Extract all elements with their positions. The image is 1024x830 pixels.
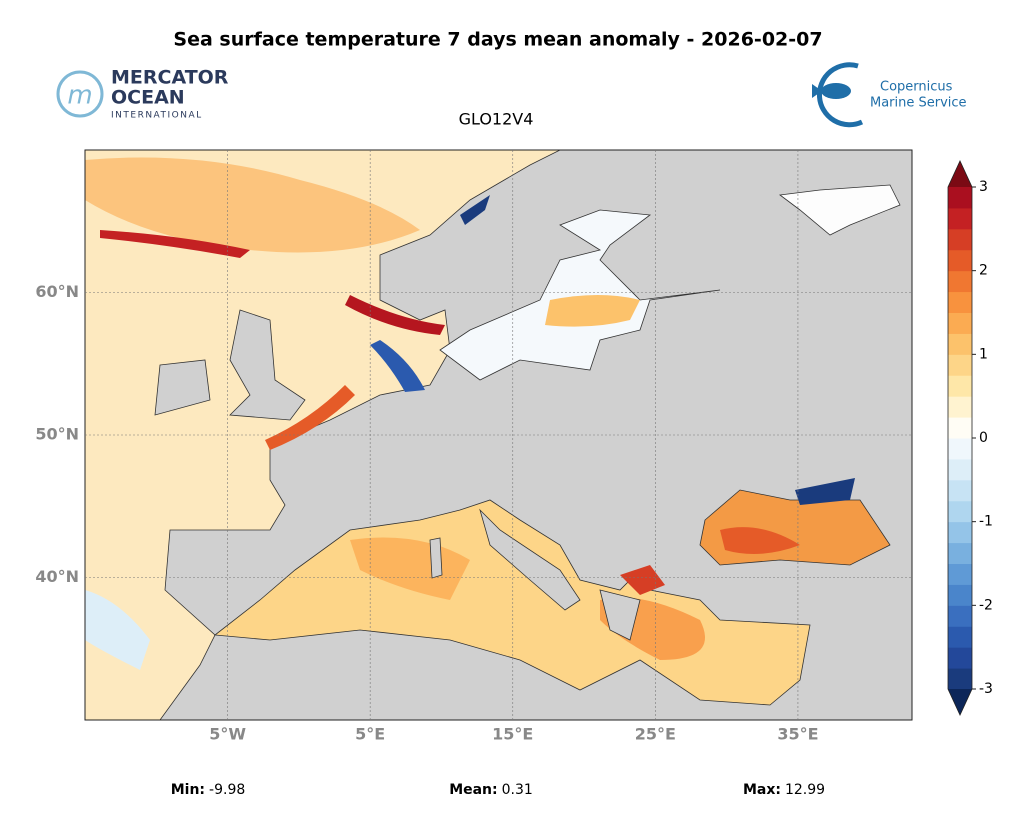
logo-text: Copernicus: [880, 80, 953, 95]
colorbar-tick-label: 2: [979, 263, 988, 279]
stat-value: 12.99: [785, 782, 825, 798]
y-tick-label: 50°N: [35, 425, 79, 444]
colorbar-tick-label: 1: [979, 346, 988, 362]
colorbar-band: [948, 605, 972, 627]
copernicus-logo: Copernicus Marine Service: [812, 62, 967, 128]
colorbar-band: [948, 542, 972, 564]
x-tick-label: 5°W: [209, 725, 246, 744]
mercator-logo: m MERCATOR OCEAN INTERNATIONAL: [56, 67, 229, 121]
anomaly-area: [545, 295, 640, 327]
anomaly-area: [620, 565, 665, 595]
colorbar-band: [948, 668, 972, 690]
colorbar-band: [948, 354, 972, 376]
colorbar-band: [948, 312, 972, 334]
anomaly-area: [795, 478, 855, 505]
colorbar-band: [948, 626, 972, 648]
subtitle: GLO12V4: [459, 110, 534, 129]
stat-label: Max:: [743, 782, 781, 798]
anomaly-area: [370, 340, 425, 392]
atlantic: [85, 150, 561, 720]
colorbar-band: [948, 479, 972, 502]
logo-text: Marine Service: [870, 96, 967, 111]
colorbar-tick-label: -1: [979, 514, 993, 530]
x-tick-label: 5°E: [355, 725, 385, 744]
colorbar-band: [948, 417, 972, 439]
title: Sea surface temperature 7 days mean anom…: [173, 29, 822, 51]
great-britain: [229, 309, 306, 421]
colorbar-band: [948, 228, 972, 251]
anomaly-area: [100, 230, 250, 258]
logo-text: OCEAN: [111, 87, 185, 109]
colorbar-tick-label: 0: [979, 430, 988, 446]
logo-ring: [817, 62, 864, 128]
x-tick-label: 15°E: [492, 725, 533, 744]
stat: Mean: 0.31: [449, 782, 533, 798]
anomaly-area: [85, 590, 150, 670]
colorbar-band: [948, 207, 972, 230]
colorbar-band: [948, 563, 972, 585]
x-tick-label: 35°E: [777, 725, 818, 744]
colorbar-band: [948, 270, 972, 293]
italy: [479, 508, 581, 611]
colorbar-tick-label: -3: [979, 681, 993, 697]
stat: Max: 12.99: [743, 782, 825, 798]
colorbar-band: [948, 375, 972, 397]
colorbar-band: [948, 647, 972, 669]
y-tick-label: 40°N: [35, 567, 79, 586]
colorbar-tick-label: 3: [979, 179, 988, 195]
colorbar-band: [948, 187, 972, 209]
colorbar-tick-label: -2: [979, 597, 993, 613]
colorbar-band: [948, 500, 972, 523]
y-tick-label: 60°N: [35, 282, 79, 301]
colorbar-band: [948, 521, 972, 544]
anomaly-area: [460, 195, 490, 225]
colorbar-band: [948, 584, 972, 606]
colorbar-extend: [948, 689, 972, 715]
colorbar-band: [948, 249, 972, 272]
logo-text: MERCATOR: [111, 67, 229, 89]
stat-value: 0.31: [502, 782, 533, 798]
map: [85, 150, 912, 720]
stat-label: Min:: [171, 782, 205, 798]
anomaly-area: [85, 157, 420, 253]
colorbar-band: [948, 396, 972, 418]
island: [429, 537, 443, 579]
ireland: [154, 359, 211, 416]
anomaly-area: [265, 385, 355, 450]
stat-value: -9.98: [209, 782, 245, 798]
white-sea: [778, 184, 901, 236]
x-tick-label: 25°E: [635, 725, 676, 744]
colorbar-band: [948, 291, 972, 313]
logo-text: INTERNATIONAL: [111, 111, 203, 121]
logo-fish: [812, 84, 822, 98]
greece: [599, 589, 641, 641]
logo-ring: [56, 70, 104, 118]
colorbar-band: [948, 333, 972, 355]
stat: Min: -9.98: [171, 782, 246, 798]
baltic: [439, 209, 721, 381]
stat-label: Mean:: [449, 782, 497, 798]
anomaly-area: [720, 527, 800, 554]
colorbar-extend: [948, 161, 972, 187]
stats: Min: -9.98 Mean: 0.31 Max: 12.99: [171, 782, 825, 798]
colorbar-band: [948, 438, 972, 460]
logo-fish: [821, 83, 851, 99]
anomaly-area: [345, 295, 445, 335]
logo-mark: m: [67, 81, 92, 111]
colorbar-band: [948, 458, 972, 481]
